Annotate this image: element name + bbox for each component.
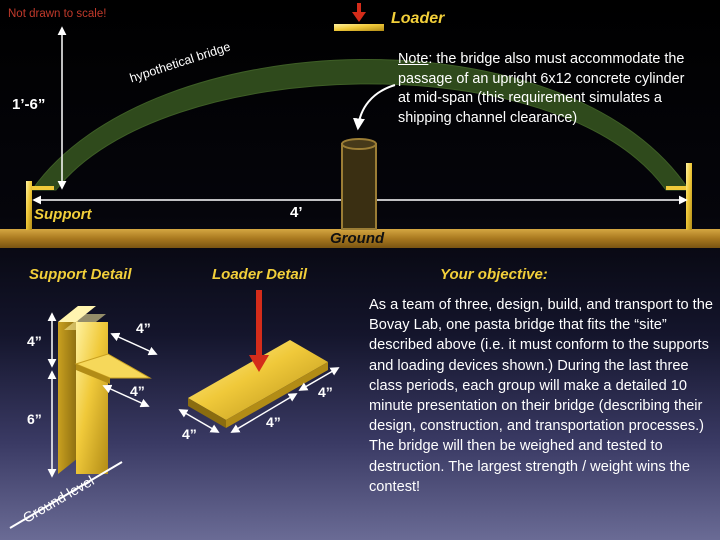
- support-detail-figure: [58, 306, 152, 474]
- support-height-top-label: 4”: [27, 333, 42, 349]
- support-depth-top-label: 4”: [136, 320, 151, 336]
- note-pointer-arrow: [352, 84, 396, 131]
- support-depth-top-arrow: [110, 332, 158, 356]
- ground-label: Ground: [330, 230, 385, 247]
- left-support-ledge: [32, 186, 54, 190]
- right-support-ledge: [666, 186, 686, 190]
- support-depth-bottom-arrow: [102, 384, 150, 408]
- note-label: Note: [398, 51, 429, 67]
- loader-dim-mid-arrow: [230, 393, 298, 433]
- loader-dim-left-arrow: [178, 409, 220, 433]
- ground-bar: [0, 229, 720, 248]
- loader-dim-right-label: 4”: [318, 384, 333, 400]
- note-text: Note: the bridge also must accommodate t…: [398, 50, 698, 128]
- right-support-post: [686, 163, 692, 230]
- concrete-cylinder: [341, 138, 377, 230]
- scale-warning: Not drawn to scale!: [8, 8, 107, 20]
- support-detail-title: Support Detail: [29, 266, 132, 283]
- objective-title: Your objective:: [440, 266, 548, 283]
- left-support-post: [26, 181, 32, 230]
- support-depth-bottom-label: 4”: [130, 383, 145, 399]
- note-body: : the bridge also must accommodate the p…: [398, 51, 685, 126]
- loader-detail-title: Loader Detail: [212, 266, 308, 283]
- loader-label: Loader: [391, 10, 445, 27]
- loader-dim-right-arrow: [298, 367, 340, 391]
- loader-arrow-head: [352, 12, 366, 22]
- loader-dim-left-label: 4”: [182, 426, 197, 442]
- loader-plate: [334, 24, 384, 31]
- support-height-bottom-label: 6”: [27, 411, 42, 427]
- support-label: Support: [34, 206, 92, 223]
- height-label: 1’-6”: [12, 96, 46, 113]
- loader-dim-mid-label: 4”: [266, 414, 281, 430]
- span-label: 4’: [290, 204, 303, 221]
- objective-body: As a team of three, design, build, and t…: [369, 297, 713, 495]
- ground-level-line: [9, 461, 123, 529]
- loader-detail-arrow-head: [249, 355, 269, 372]
